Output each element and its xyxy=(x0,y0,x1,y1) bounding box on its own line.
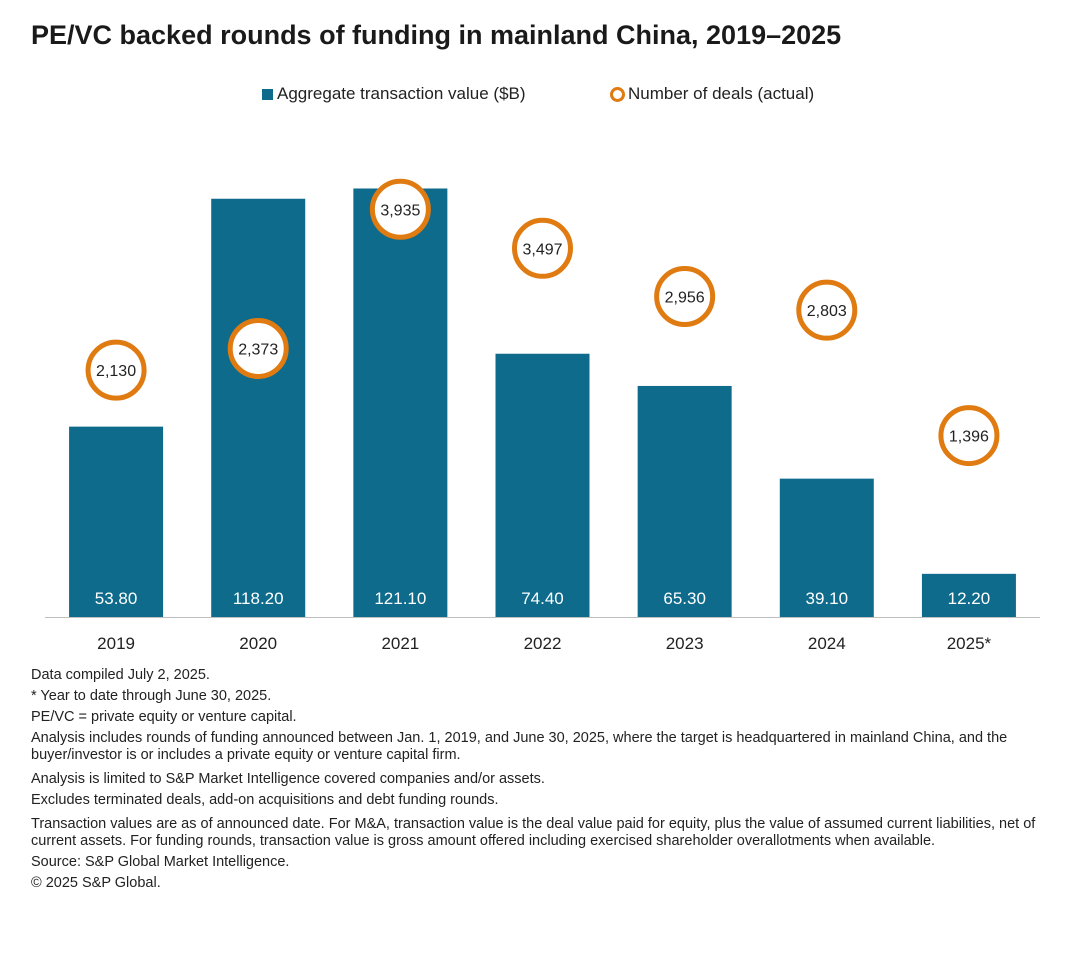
note-source: Source: S&P Global Market Intelligence. xyxy=(31,854,290,870)
bar xyxy=(637,385,732,617)
chart-title: PE/VC backed rounds of funding in mainla… xyxy=(31,20,842,50)
bar xyxy=(495,353,590,617)
deal-value-label: 2,956 xyxy=(665,290,705,307)
x-tick-label: 2021 xyxy=(381,634,419,653)
note-transaction-values: Transaction values are as of announced d… xyxy=(31,816,1036,849)
x-tick-label: 2023 xyxy=(666,634,704,653)
x-tick-label: 2025* xyxy=(947,634,992,653)
bar-value-label: 65.30 xyxy=(663,589,706,608)
note-ytd: * Year to date through June 30, 2025. xyxy=(31,688,272,704)
x-tick-label: 2022 xyxy=(524,634,562,653)
footnotes: Data compiled July 2, 2025. * Year to da… xyxy=(31,667,1051,896)
legend-label-bars: Aggregate transaction value ($B) xyxy=(277,84,526,103)
deal-value-label: 2,373 xyxy=(238,341,278,358)
bar-value-label: 74.40 xyxy=(521,589,564,608)
bar xyxy=(69,426,164,617)
note-copyright: © 2025 S&P Global. xyxy=(31,875,161,891)
deal-marker xyxy=(654,266,716,328)
legend-item-bars: Aggregate transaction value ($B) xyxy=(262,84,526,104)
legend-label-deals: Number of deals (actual) xyxy=(628,84,815,103)
x-tick-label: 2024 xyxy=(808,634,846,653)
note-coverage: Analysis is limited to S&P Market Intell… xyxy=(31,771,545,787)
x-tick-label: 2019 xyxy=(97,634,135,653)
deal-value-label: 3,497 xyxy=(522,241,562,258)
bar-value-label: 39.10 xyxy=(806,589,849,608)
note-analysis-scope: Analysis includes rounds of funding anno… xyxy=(31,730,1008,763)
bar xyxy=(779,478,874,617)
legend-item-deals: Number of deals (actual) xyxy=(610,84,814,104)
deal-marker xyxy=(369,178,431,240)
deal-value-label: 1,396 xyxy=(949,429,989,446)
note-exclusions: Excludes terminated deals, add-on acquis… xyxy=(31,792,499,808)
bar-value-label: 12.20 xyxy=(948,589,991,608)
bar-value-label: 53.80 xyxy=(95,589,138,608)
deal-marker xyxy=(227,317,289,379)
deal-value-label: 2,130 xyxy=(96,363,136,380)
bar-swatch-icon xyxy=(262,88,273,100)
note-compiled: Data compiled July 2, 2025. xyxy=(31,667,210,683)
bar xyxy=(353,188,448,617)
x-tick-label: 2020 xyxy=(239,634,277,653)
bar xyxy=(211,198,306,617)
bar-value-label: 118.20 xyxy=(233,589,284,608)
deal-marker xyxy=(938,405,1000,467)
bar-value-label: 121.10 xyxy=(374,589,426,608)
legend: Aggregate transaction value ($B) Number … xyxy=(0,84,1066,108)
circle-marker-icon xyxy=(610,86,625,102)
deal-marker xyxy=(85,339,147,401)
deal-value-label: 2,803 xyxy=(807,303,847,320)
deal-marker xyxy=(512,217,573,279)
note-definition: PE/VC = private equity or venture capita… xyxy=(31,709,297,725)
bar xyxy=(921,573,1016,617)
deal-value-label: 3,935 xyxy=(380,202,420,219)
deal-marker xyxy=(796,279,858,341)
